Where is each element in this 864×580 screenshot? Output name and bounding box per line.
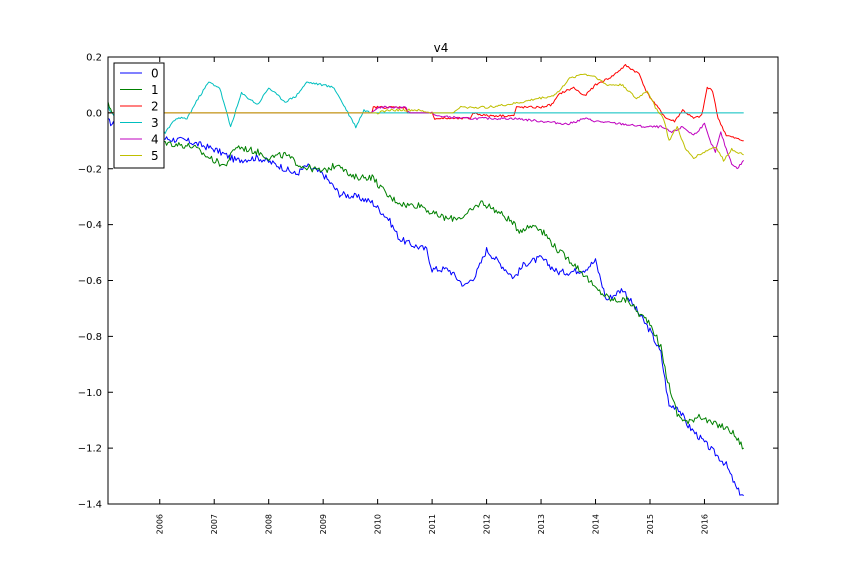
legend-label-2: 2 [151,100,159,114]
legend-label-4: 4 [151,133,159,147]
legend-label-3: 3 [151,116,159,130]
xtick-label: 2008 [265,514,274,534]
xtick-label: 2012 [483,514,492,534]
y-axis: 0.2 0.0 −0.2 −0.4 −0.6 −0.8 −1.0 −1.2 −1.4 [78,53,778,511]
ytick-label: −1.4 [78,500,102,511]
ytick-label: −0.6 [78,276,102,287]
xtick-label: 2016 [700,514,709,534]
ytick-label: −0.2 [78,164,102,175]
legend-box [113,62,165,169]
legend-label-1: 1 [151,83,159,97]
xtick-label: 2009 [319,514,328,534]
xtick-label: 2014 [592,514,601,534]
ytick-label: −1.0 [78,388,102,399]
series-layer [108,64,745,497]
legend: 0 1 2 3 4 5 [113,62,165,169]
chart-title: v4 [434,41,449,55]
ytick-label: −0.4 [78,220,102,231]
xtick-label: 2011 [428,514,437,534]
ytick-label: −0.8 [78,332,102,343]
xtick-label: 2010 [374,514,383,534]
series-line-5 [108,73,744,162]
xtick-label: 2015 [646,514,655,534]
ytick-label: 0.0 [86,108,102,119]
ytick-label: −1.2 [78,444,102,455]
x-axis: 2006 2007 2008 2009 2010 2011 2012 2013 2014 2015… [156,57,709,534]
xtick-label: 2007 [210,514,219,534]
ytick-label: 0.2 [86,53,102,64]
legend-label-5: 5 [151,149,159,163]
xtick-label: 2013 [537,514,546,534]
xtick-label: 2006 [156,514,165,534]
series-line-1 [108,101,744,450]
legend-label-0: 0 [151,67,159,81]
